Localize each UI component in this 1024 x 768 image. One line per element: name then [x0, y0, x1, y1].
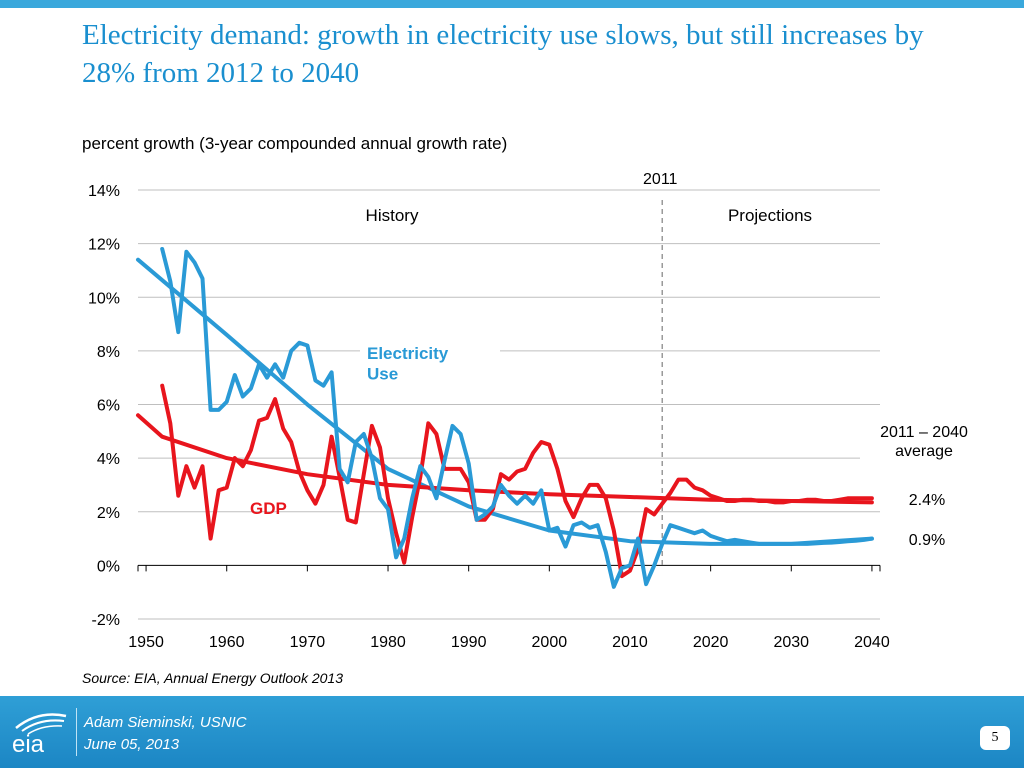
y-tick-label: 4% [97, 451, 120, 468]
gdp-series-label: GDP [250, 499, 287, 518]
y-tick-label: 0% [97, 558, 120, 575]
gdp-average-label: 2.4% [909, 492, 945, 509]
x-tick-label: 2010 [612, 634, 648, 651]
eia-logo-icon: eia [12, 713, 67, 758]
line-chart: -2% 0% 2% 4% 6% 8% 10% 12% 14% 1950 1960 1970 1980 19… [87, 171, 990, 651]
footer-date: June 05, 2013 [84, 736, 180, 753]
x-tick-label: 1990 [451, 634, 487, 651]
top-accent-bar [0, 0, 1024, 8]
y-tick-label: 2% [97, 505, 120, 522]
logo-text: eia [12, 731, 45, 758]
footer-divider [76, 708, 77, 756]
x-tick-label: 1950 [128, 634, 164, 651]
electricity-label-bg [360, 340, 500, 390]
x-tick-label: 1960 [209, 634, 245, 651]
y-tick-label: 6% [97, 398, 120, 415]
y-tick-label: 8% [97, 344, 120, 361]
gdp-series-line [160, 383, 874, 579]
x-tick-label: 1980 [370, 634, 406, 651]
y-tick-label: 12% [88, 237, 120, 254]
electricity-average-label: 0.9% [909, 532, 945, 549]
x-tick-label: 2000 [532, 634, 568, 651]
footer-bar: eia Adam Sieminski, USNIC June 05, 2013 … [0, 696, 1024, 768]
electricity-series-line [160, 247, 874, 589]
x-tick-label: 2030 [773, 634, 809, 651]
divider-year-label: 2011 [643, 171, 678, 188]
y-tick-label: 10% [88, 290, 120, 307]
y-tick-label: 14% [88, 183, 120, 200]
x-tick-label: 2020 [693, 634, 729, 651]
average-header: 2011 – 2040 average [880, 424, 968, 460]
average-header-bg [860, 418, 990, 470]
x-tick-label: 1970 [290, 634, 326, 651]
y-tick-label: -2% [92, 612, 120, 629]
page-number: 5 [980, 726, 1010, 750]
slide-title: Electricity demand: growth in electricit… [82, 19, 924, 89]
footer-presenter: Adam Sieminski, USNIC [84, 714, 247, 731]
electricity-series-label: Electricity Use [367, 344, 449, 383]
history-label: History [366, 206, 419, 225]
projections-label: Projections [728, 206, 812, 225]
source-note: Source: EIA, Annual Energy Outlook 2013 [82, 670, 343, 686]
x-tick-label: 2040 [854, 634, 890, 651]
chart-subtitle: percent growth (3-year compounded annual… [82, 134, 508, 153]
